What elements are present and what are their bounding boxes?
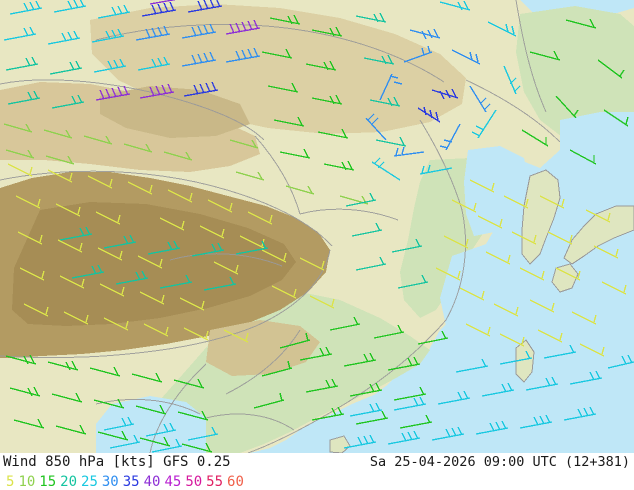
legend-value-50: 50 bbox=[185, 474, 203, 490]
japan-islands bbox=[563, 205, 634, 265]
hainan-island bbox=[329, 435, 351, 453]
taiwan-island bbox=[515, 339, 535, 383]
legend-value-60: 60 bbox=[227, 474, 244, 490]
east-china-sea bbox=[440, 238, 584, 340]
south-china-lowland bbox=[140, 292, 430, 453]
country-borders bbox=[0, 0, 561, 453]
barb-group-se-ocean bbox=[343, 344, 634, 449]
barb-group-ne-cyclone bbox=[365, 0, 629, 181]
yellow-sea bbox=[464, 146, 530, 236]
japan-kyushu bbox=[551, 263, 579, 293]
legend-value-35: 35 bbox=[122, 474, 140, 490]
legend-value-15: 15 bbox=[39, 474, 57, 490]
map-title: Wind 850 hPa [kts] GFS 0.25 bbox=[3, 454, 231, 470]
legend-value-55: 55 bbox=[206, 474, 224, 490]
barb-group-interior-teal bbox=[345, 192, 429, 289]
legend-value-30: 30 bbox=[101, 474, 119, 490]
korea-peninsula bbox=[521, 169, 561, 265]
barb-group-tibet-teal bbox=[59, 226, 269, 291]
map-footer: Wind 850 hPa [kts] GFS 0.25 Sa 25-04-202… bbox=[0, 453, 634, 490]
wind-barb-field bbox=[3, 0, 634, 453]
south-china-sea bbox=[300, 356, 634, 453]
legend-value-20: 20 bbox=[60, 474, 78, 490]
legend-value-40: 40 bbox=[143, 474, 161, 490]
barb-group-south-china bbox=[253, 316, 449, 429]
legend-value-25: 25 bbox=[81, 474, 98, 490]
legend-value-5: 5 bbox=[6, 474, 15, 490]
barb-group-himalaya-green bbox=[5, 354, 213, 453]
east-asia-wind-850hpa-map[interactable] bbox=[0, 0, 634, 453]
barb-group-west-green bbox=[3, 123, 193, 165]
legend-value-10: 10 bbox=[18, 474, 36, 490]
barb-group-tibet-light bbox=[7, 163, 335, 343]
legend-value-45: 45 bbox=[164, 474, 182, 490]
altai-highland bbox=[100, 86, 250, 138]
barb-group-bay-of-bengal bbox=[103, 416, 219, 453]
barb-group-jet-nw bbox=[3, 0, 261, 109]
barb-group-east-coast-light bbox=[435, 179, 627, 357]
barb-group-north-china bbox=[229, 12, 407, 205]
map-datetime: Sa 25-04-2026 09:00 UTC (12+381) bbox=[369, 454, 630, 470]
wind-speed-scale[interactable]: 5 10 15 20 25 30 35 40 45 50 55 60 bbox=[6, 471, 248, 490]
